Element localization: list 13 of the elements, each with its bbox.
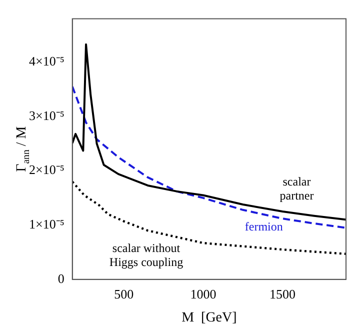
x-tick-label: 1000 [190, 286, 216, 302]
line-series [72, 86, 346, 229]
x-axis-title: M [GeV] [182, 310, 237, 326]
series-label: fermion [244, 219, 283, 234]
y-tick-label: 2×10⁻⁵ [28, 162, 64, 178]
y-tick-label: 4×10⁻⁵ [28, 54, 64, 69]
y-tick-label: 1×10⁻⁵ [28, 216, 64, 232]
series-label: scalar partner [280, 174, 314, 203]
x-tick-label: 1500 [270, 286, 296, 302]
y-tick-label: 3×10⁻⁵ [28, 108, 64, 123]
x-tick-label: 500 [114, 286, 134, 302]
series-label: scalar without Higgs coupling [109, 241, 184, 270]
y-tick-label: 0 [58, 270, 64, 286]
